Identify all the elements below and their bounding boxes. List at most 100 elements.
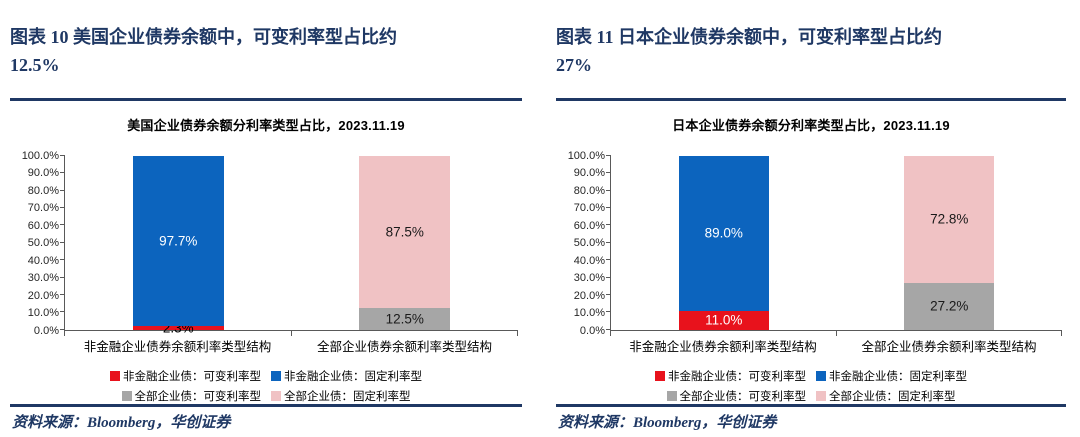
bar-segment-label: 27.2%	[930, 298, 969, 314]
y-tick-label: 90.0%	[27, 167, 59, 180]
bar-segment-label: 12.5%	[385, 311, 424, 327]
y-tick-label: 0.0%	[579, 324, 605, 337]
y-axis-tick	[606, 294, 611, 296]
legend-label: 全部企业债：可变利率型	[134, 390, 262, 403]
y-tick-label: 90.0%	[573, 167, 605, 180]
x-axis-tick	[290, 329, 292, 336]
legend-item: 全部企业债：固定利率型	[816, 388, 956, 404]
y-axis-tick	[606, 207, 611, 209]
legend-swatch	[271, 370, 281, 381]
y-axis-tick	[60, 259, 65, 261]
legend-label: 全部企业债：固定利率型	[284, 390, 411, 403]
y-tick-label: 80.0%	[573, 184, 605, 197]
bar-segment-label: 97.7%	[159, 233, 198, 249]
bar-segment-label: 11.0%	[705, 312, 743, 328]
legend-row: 非金融企业债：可变利率型 非金融企业债：固定利率型	[655, 368, 967, 384]
y-tick-label: 10.0%	[27, 307, 59, 320]
plot-row: 100.0% 90.0% 80.0% 70.0% 60.0% 50.0% 40.0% 30.0…	[10, 150, 522, 355]
figure-caption-line2: 27%	[556, 54, 592, 75]
legend: 非金融企业债：可变利率型 非金融企业债：固定利率型 全部企业债：可变利率型 全部企业债…	[10, 368, 522, 404]
y-axis-tick	[60, 311, 65, 313]
caption-divider	[556, 97, 1066, 101]
chart-title: 美国企业债券余额分利率类型占比，2023.11.19	[127, 117, 405, 133]
legend-row: 全部企业债：可变利率型 全部企业债：固定利率型	[666, 388, 956, 404]
stacked-bar: 11.0% 89.0%	[678, 155, 769, 330]
plot-main: 2.3% 97.7% 12.5% 87.5% 非金融企业债券余额利率类型结构 全部企业债…	[60, 154, 522, 355]
stacked-bar: 2.3% 97.7%	[132, 155, 224, 335]
source-block: 资料来源：Bloomberg，华创证券	[556, 403, 1066, 435]
bar-segment: 12.5%	[359, 308, 451, 330]
legend-item: 非金融企业债：固定利率型	[816, 368, 967, 384]
y-axis: 100.0% 90.0% 80.0% 70.0% 60.0% 50.0% 40.0% 30.0…	[556, 150, 610, 337]
legend-item: 全部企业债：可变利率型	[121, 388, 262, 404]
legend-swatch	[271, 390, 281, 401]
bar-segment: 27.2%	[904, 282, 995, 330]
y-tick-label: 10.0%	[573, 307, 605, 320]
legend-label: 非金融企业债：可变利率型	[668, 370, 806, 383]
legend-label: 非金融企业债：固定利率型	[284, 370, 422, 383]
bar-segment-label: 72.8%	[930, 211, 969, 227]
y-axis-tick	[606, 154, 611, 156]
legend-item: 非金融企业债：固定利率型	[271, 368, 422, 384]
y-axis-tick	[606, 276, 611, 278]
legend-item: 非金融企业债：可变利率型	[110, 368, 261, 384]
y-tick-label: 100.0%	[21, 149, 59, 162]
source-divider	[10, 403, 522, 407]
plot-area: 11.0% 89.0% 27.2% 72.8%	[606, 154, 1062, 336]
legend-item: 全部企业债：可变利率型	[666, 388, 806, 404]
x-axis-label: 非金融企业债券余额利率类型结构	[83, 339, 272, 354]
x-axis-label: 非金融企业债券余额利率类型结构	[629, 339, 817, 354]
figure-11: 图表 11 日本企业债券余额中，可变利率型占比约 27% 日本企业债券余额分利率…	[540, 0, 1080, 437]
legend-row: 全部企业债：可变利率型 全部企业债：固定利率型	[121, 388, 411, 404]
y-axis-tick	[606, 241, 611, 243]
source-block: 资料来源：Bloomberg，华创证券	[10, 403, 522, 435]
legend-swatch	[655, 370, 665, 381]
y-axis-tick	[606, 259, 611, 261]
x-axis-tick	[1061, 329, 1062, 336]
y-tick-label: 40.0%	[27, 254, 59, 267]
y-axis-tick	[60, 154, 65, 156]
y-tick-label: 30.0%	[27, 272, 59, 285]
bar-segment-label: 89.0%	[704, 225, 743, 241]
legend-label: 全部企业债：固定利率型	[829, 390, 956, 403]
stacked-bar: 12.5% 87.5%	[359, 155, 451, 330]
plot-area: 2.3% 97.7% 12.5% 87.5%	[60, 154, 518, 336]
legend: 非金融企业债：可变利率型 非金融企业债：固定利率型 全部企业债：可变利率型 全部企业债…	[556, 368, 1066, 404]
y-tick-label: 20.0%	[27, 289, 59, 302]
source-divider	[556, 403, 1066, 407]
x-axis-label: 全部企业债券余额利率类型结构	[861, 339, 1037, 354]
bar-segment-label: 87.5%	[385, 224, 424, 240]
y-axis-tick	[60, 189, 65, 191]
y-axis-tick	[60, 172, 65, 174]
y-tick-label: 60.0%	[27, 219, 59, 232]
plot-row: 100.0% 90.0% 80.0% 70.0% 60.0% 50.0% 40.0% 30.0…	[556, 150, 1066, 355]
legend-item: 非金融企业债：可变利率型	[655, 368, 806, 384]
y-tick-label: 100.0%	[567, 149, 605, 162]
y-axis-tick	[606, 311, 611, 313]
source-text: 资料来源：Bloomberg，华创证券	[558, 414, 777, 431]
legend-swatch	[816, 370, 826, 381]
figure-caption-line2: 12.5%	[10, 54, 60, 75]
y-tick-label: 70.0%	[27, 202, 59, 215]
x-axis-label: 全部企业债券余额利率类型结构	[316, 339, 492, 354]
bar-segment: 87.5%	[359, 155, 451, 309]
y-axis-tick	[606, 224, 611, 226]
y-axis-tick	[606, 189, 611, 191]
bar-segment: 89.0%	[678, 155, 769, 311]
figure-10: 图表 10 美国企业债券余额中，可变利率型占比约 12.5% 美国企业债券余额分…	[10, 26, 522, 435]
bar-segment: 72.8%	[904, 155, 995, 283]
y-axis: 100.0% 90.0% 80.0% 70.0% 60.0% 50.0% 40.0% 30.0…	[10, 150, 64, 337]
y-axis-tick	[60, 224, 65, 226]
x-axis-labels: 非金融企业债券余额利率类型结构 全部企业债券余额利率类型结构	[610, 336, 1062, 355]
legend-row: 非金融企业债：可变利率型 非金融企业债：固定利率型	[110, 368, 422, 384]
x-axis-tick	[610, 329, 611, 336]
y-tick-label: 50.0%	[27, 237, 59, 250]
y-tick-label: 20.0%	[573, 289, 605, 302]
figure-caption-line1: 图表 10 美国企业债券余额中，可变利率型占比约	[10, 26, 397, 47]
x-axis-tick	[835, 329, 837, 336]
bar-segment: 11.0%	[678, 310, 769, 330]
source-text: 资料来源：Bloomberg，华创证券	[12, 414, 231, 431]
y-axis-tick	[606, 328, 611, 330]
y-axis-tick	[60, 294, 65, 296]
